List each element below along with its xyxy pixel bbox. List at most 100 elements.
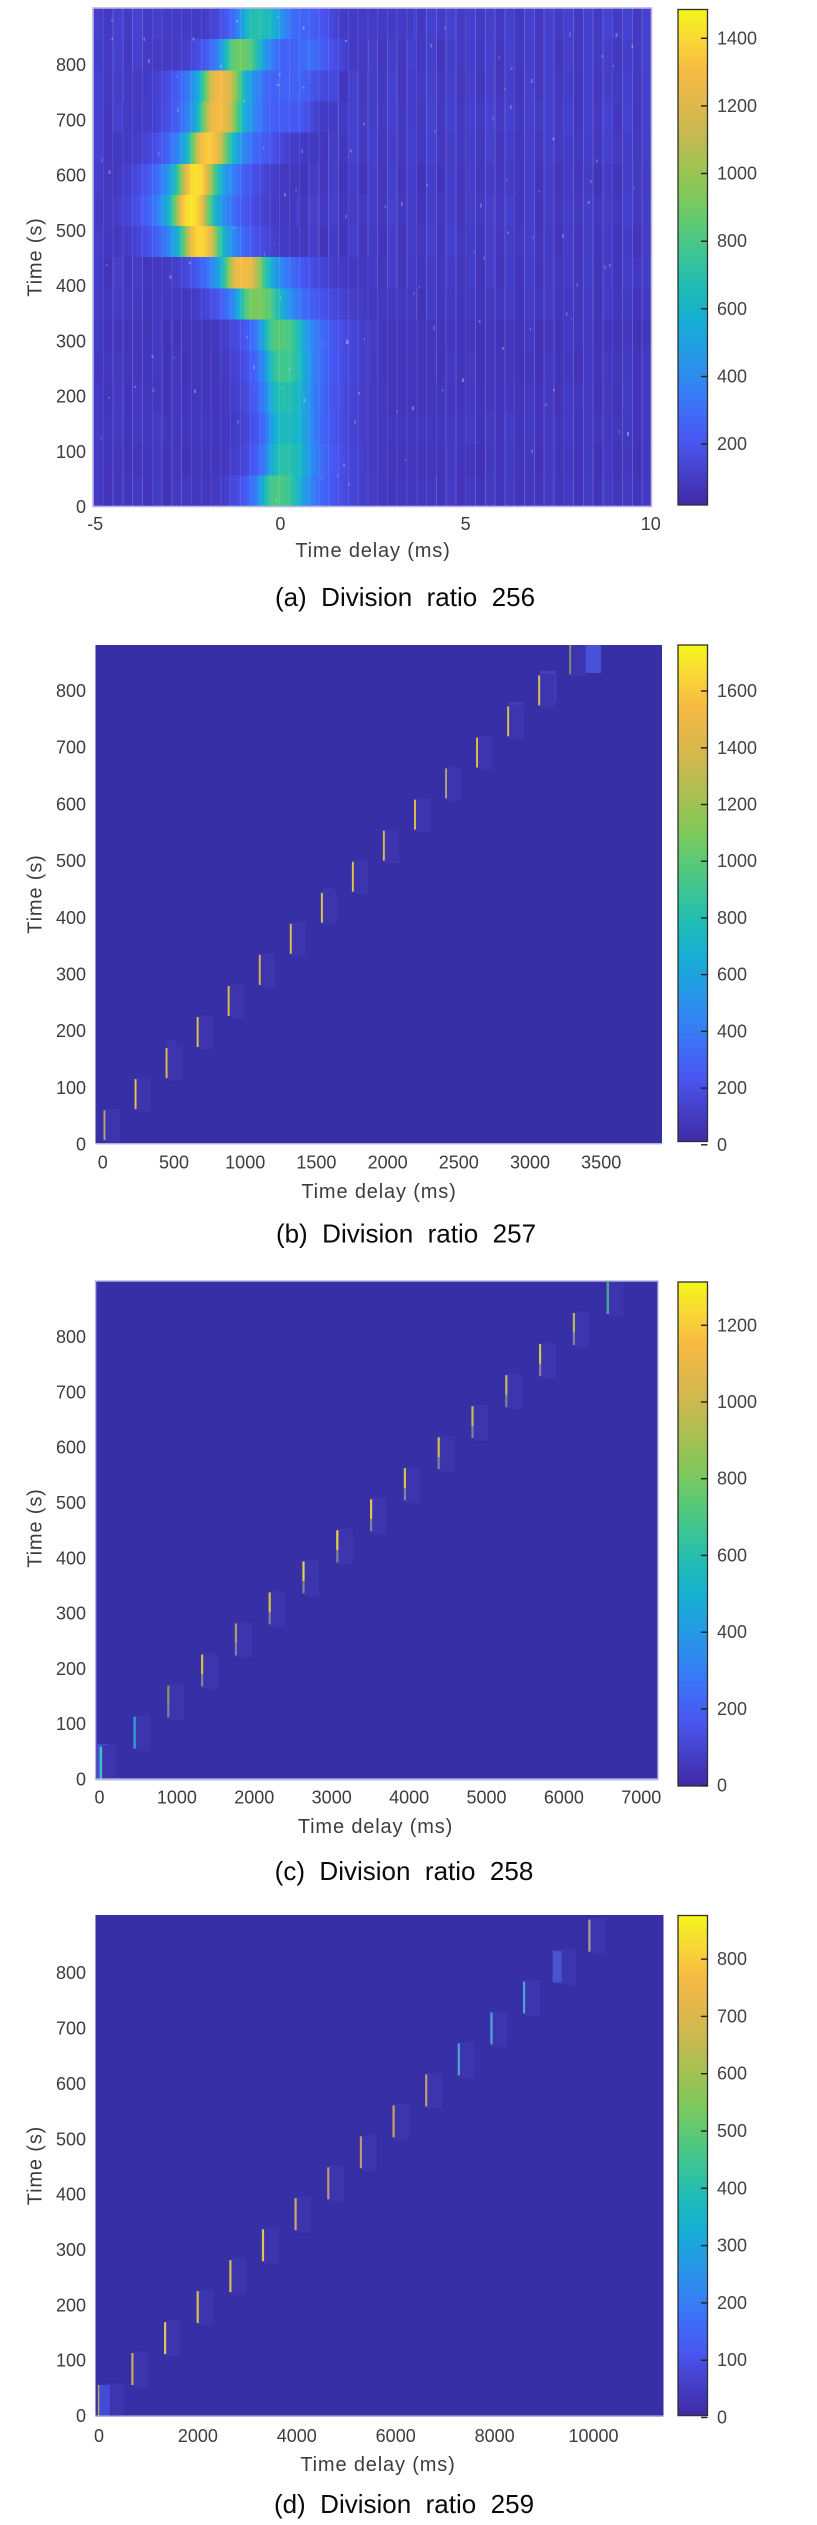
- svg-text:0: 0: [94, 2426, 104, 2446]
- svg-text:2500: 2500: [439, 1153, 479, 1173]
- svg-text:Time delay (ms): Time delay (ms): [300, 2454, 455, 2476]
- svg-text:1000: 1000: [717, 851, 757, 871]
- svg-text:0: 0: [98, 1153, 108, 1173]
- svg-text:(b) Division ratio 257: (b) Division ratio 257: [276, 1219, 536, 1249]
- svg-text:1600: 1600: [717, 681, 757, 701]
- svg-text:5000: 5000: [466, 1788, 506, 1808]
- svg-text:200: 200: [717, 1078, 747, 1098]
- svg-text:4000: 4000: [277, 2426, 317, 2446]
- svg-text:600: 600: [717, 1545, 747, 1565]
- svg-text:400: 400: [717, 2178, 747, 2198]
- svg-text:800: 800: [56, 681, 86, 701]
- svg-text:2000: 2000: [234, 1788, 274, 1808]
- svg-text:Time delay (ms): Time delay (ms): [301, 1181, 456, 1203]
- svg-text:1200: 1200: [717, 96, 757, 116]
- svg-text:200: 200: [56, 1659, 86, 1679]
- svg-text:600: 600: [717, 299, 747, 319]
- svg-text:800: 800: [56, 55, 86, 75]
- svg-text:300: 300: [56, 331, 86, 351]
- svg-text:3500: 3500: [581, 1153, 621, 1173]
- svg-text:800: 800: [717, 231, 747, 251]
- svg-text:0: 0: [76, 497, 86, 517]
- svg-text:1200: 1200: [717, 794, 757, 814]
- svg-text:0: 0: [275, 514, 285, 534]
- svg-text:2000: 2000: [368, 1153, 408, 1173]
- svg-text:2000: 2000: [178, 2426, 218, 2446]
- svg-text:500: 500: [56, 851, 86, 871]
- svg-text:100: 100: [56, 1714, 86, 1734]
- svg-text:100: 100: [56, 2351, 86, 2371]
- svg-text:600: 600: [56, 166, 86, 186]
- svg-text:300: 300: [56, 965, 86, 985]
- svg-text:800: 800: [717, 1949, 747, 1969]
- svg-text:200: 200: [56, 1021, 86, 1041]
- svg-text:100: 100: [56, 1078, 86, 1098]
- svg-text:300: 300: [717, 2236, 747, 2256]
- svg-text:5: 5: [461, 514, 471, 534]
- svg-text:200: 200: [717, 434, 747, 454]
- svg-text:200: 200: [56, 2295, 86, 2315]
- svg-text:600: 600: [56, 1438, 86, 1458]
- svg-text:600: 600: [56, 794, 86, 814]
- svg-text:0: 0: [76, 2406, 86, 2426]
- svg-text:400: 400: [717, 1021, 747, 1041]
- svg-text:1000: 1000: [225, 1153, 265, 1173]
- svg-text:700: 700: [56, 110, 86, 130]
- svg-text:1000: 1000: [717, 164, 757, 184]
- svg-text:10: 10: [641, 514, 661, 534]
- svg-text:400: 400: [717, 366, 747, 386]
- svg-text:100: 100: [56, 442, 86, 462]
- svg-text:500: 500: [56, 1493, 86, 1513]
- svg-text:10000: 10000: [568, 2426, 618, 2446]
- svg-text:400: 400: [56, 1548, 86, 1568]
- svg-text:800: 800: [717, 1469, 747, 1489]
- svg-text:1400: 1400: [717, 738, 757, 758]
- svg-text:4000: 4000: [389, 1788, 429, 1808]
- svg-text:(d) Division ratio 259: (d) Division ratio 259: [274, 2489, 534, 2519]
- svg-text:8000: 8000: [475, 2426, 515, 2446]
- svg-text:800: 800: [717, 908, 747, 928]
- svg-text:3000: 3000: [312, 1788, 352, 1808]
- svg-text:6000: 6000: [376, 2426, 416, 2446]
- svg-text:Time delay (ms): Time delay (ms): [295, 540, 450, 562]
- svg-text:1200: 1200: [717, 1315, 757, 1335]
- svg-text:(a) Division ratio 256: (a) Division ratio 256: [275, 582, 535, 612]
- svg-text:700: 700: [56, 1382, 86, 1402]
- svg-text:Time delay (ms): Time delay (ms): [298, 1816, 453, 1838]
- svg-text:Time (s): Time (s): [25, 854, 47, 933]
- svg-text:600: 600: [717, 965, 747, 985]
- svg-text:3000: 3000: [510, 1153, 550, 1173]
- svg-text:700: 700: [56, 738, 86, 758]
- svg-text:0: 0: [717, 1135, 727, 1155]
- svg-text:800: 800: [56, 1327, 86, 1347]
- svg-text:0: 0: [717, 2408, 727, 2428]
- svg-text:200: 200: [717, 1699, 747, 1719]
- svg-text:Time (s): Time (s): [25, 1488, 47, 1567]
- svg-text:1500: 1500: [296, 1153, 336, 1173]
- svg-text:-5: -5: [87, 514, 103, 534]
- svg-text:(c) Division ratio 258: (c) Division ratio 258: [275, 1856, 534, 1886]
- svg-text:600: 600: [56, 2074, 86, 2094]
- svg-text:Time (s): Time (s): [25, 217, 47, 296]
- svg-text:300: 300: [56, 2240, 86, 2260]
- svg-text:0: 0: [76, 1770, 86, 1790]
- svg-text:200: 200: [56, 387, 86, 407]
- svg-text:0: 0: [76, 1135, 86, 1155]
- svg-text:500: 500: [159, 1153, 189, 1173]
- svg-text:1000: 1000: [717, 1392, 757, 1412]
- svg-text:7000: 7000: [621, 1788, 661, 1808]
- svg-text:400: 400: [717, 1622, 747, 1642]
- svg-text:100: 100: [717, 2350, 747, 2370]
- svg-text:0: 0: [717, 1776, 727, 1796]
- svg-text:400: 400: [56, 276, 86, 296]
- svg-text:800: 800: [56, 1963, 86, 1983]
- svg-text:200: 200: [717, 2293, 747, 2313]
- svg-text:1000: 1000: [157, 1788, 197, 1808]
- svg-text:0: 0: [94, 1788, 104, 1808]
- svg-text:700: 700: [56, 2019, 86, 2039]
- svg-text:400: 400: [56, 2185, 86, 2205]
- svg-text:300: 300: [56, 1604, 86, 1624]
- svg-text:500: 500: [56, 2129, 86, 2149]
- svg-text:500: 500: [717, 2121, 747, 2141]
- svg-text:500: 500: [56, 221, 86, 241]
